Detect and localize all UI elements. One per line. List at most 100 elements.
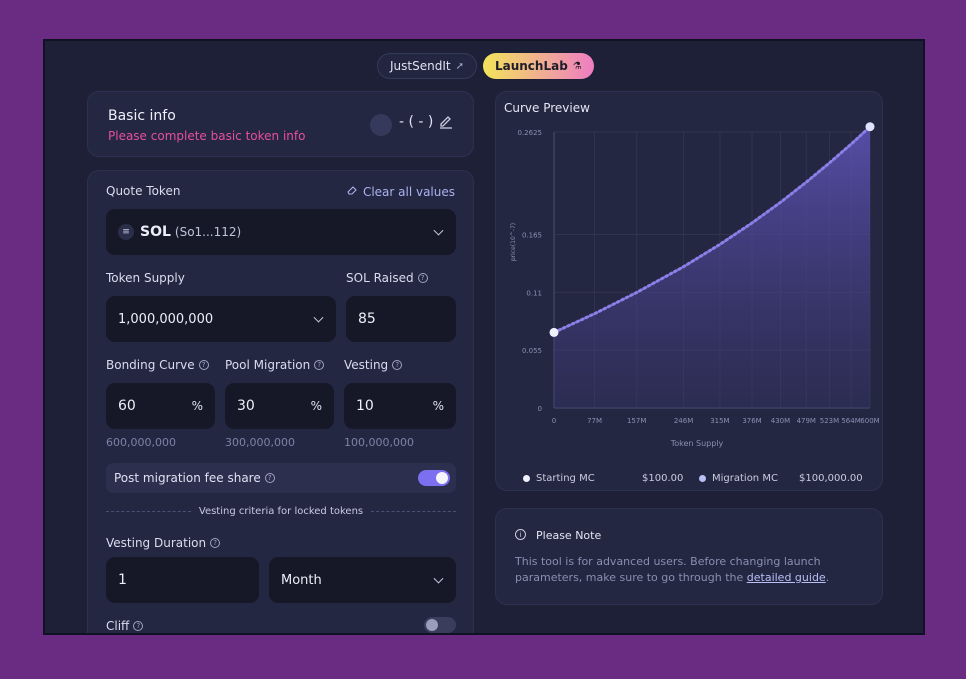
x-tick-label: 479M [797,417,816,425]
note-title: Please Note [536,529,602,542]
bonding-curve-input[interactable]: 60 % [106,383,215,429]
migration-mc-value: $100,000.00 [799,473,863,484]
fee-share-label: Post migration fee share [114,471,261,485]
token-symbol: - ( - ) [399,114,434,130]
x-tick-label: 523M [820,417,839,425]
fee-share-toggle[interactable] [418,470,450,486]
divider-line [106,511,191,512]
help-icon[interactable]: ? [210,538,221,548]
help-icon[interactable]: ? [314,360,325,370]
x-tick-label: 600M [860,417,879,425]
start-point [549,327,559,337]
help-icon[interactable]: ? [198,360,209,370]
y-tick-label: 0.2625 [518,129,543,137]
launch-mode-tabs: JustSendIt ➚ LaunchLab ⚗ [377,53,594,79]
x-axis-label: Token Supply [670,439,724,448]
quote-token-label: Quote Token [106,184,181,198]
vesting-value: 10 [356,398,374,414]
cliff-label: Cliff? [106,619,144,633]
app-frame: JustSendIt ➚ LaunchLab ⚗ Basic info Plea… [43,39,925,635]
bonding-curve-label: Bonding Curve? [106,358,209,372]
note-card: i Please Note This tool is for advanced … [495,508,883,605]
curve-line [552,125,872,334]
help-icon[interactable]: ? [264,473,275,483]
vesting-criteria-divider: Vesting criteria for locked tokens [106,506,457,517]
sol-raised-value: 85 [358,311,376,327]
basic-info-card[interactable]: Basic info Please complete basic token i… [87,91,474,157]
legend-migration-mc: Migration MC [699,473,778,484]
vesting-duration-unit-select[interactable]: Month [269,557,456,603]
legend-dot [523,475,530,482]
clear-all-label: Clear all values [362,184,455,199]
y-tick-label: 0 [538,405,542,413]
pool-migration-label: Pool Migration? [225,358,325,372]
percent-sign: % [310,399,322,413]
vesting-criteria-label: Vesting criteria for locked tokens [198,506,364,517]
tab-label: LaunchLab [494,59,568,73]
quote-token-value: SOL [140,224,171,240]
clear-all-button[interactable]: Clear all values [346,184,455,199]
curve-preview-title: Curve Preview [504,101,590,115]
x-tick-label: 0 [552,417,556,425]
token-supply-value: 1,000,000,000 [118,311,214,327]
solana-icon: ≡ [118,224,134,240]
rocket-icon: ➚ [455,60,464,72]
basic-info-title: Basic info [108,108,176,124]
basic-info-warning: Please complete basic token info [108,129,306,143]
pool-migration-value: 30 [237,398,255,414]
vesting-label: Vesting? [344,358,403,372]
eraser-icon [346,184,358,199]
flask-icon: ⚗ [572,60,582,72]
quote-token-select[interactable]: ≡ SOL (So1...112) [106,209,456,255]
bonding-curve-value: 60 [118,398,136,414]
edit-icon[interactable] [438,113,454,133]
quote-token-address: (So1...112) [174,225,242,239]
token-supply-label: Token Supply [106,271,185,285]
x-tick-label: 315M [710,417,729,425]
token-supply-select[interactable]: 1,000,000,000 [106,296,336,342]
sol-raised-label: SOL Raised? [346,271,428,285]
fee-share-row: Post migration fee share ? [106,463,456,493]
help-icon[interactable]: ? [133,621,144,631]
curve-preview-card: Curve Preview 0 77M 157M 246M 315M 376M 430M 47… [495,91,883,491]
help-icon[interactable]: ? [417,273,428,283]
percent-sign: % [191,399,203,413]
note-body: This tool is for advanced users. Before … [515,555,830,584]
vesting-amount: 100,000,000 [344,436,414,449]
detailed-guide-link[interactable]: detailed guide [746,571,826,584]
starting-mc-value: $100.00 [642,473,684,484]
percent-sign: % [432,399,444,413]
chevron-down-icon [433,225,444,236]
y-axis-label: price(10^-7) [510,223,517,261]
x-tick-label: 564M [841,417,860,425]
legend-dot [699,475,706,482]
vesting-input[interactable]: 10 % [344,383,456,429]
vesting-duration-unit: Month [281,572,322,588]
legend-starting-mc: Starting MC [523,473,595,484]
x-tick-label: 376M [742,417,761,425]
curve-area [554,126,870,408]
x-tick-label: 157M [627,417,646,425]
x-tick-label: 430M [771,417,790,425]
y-tick-label: 0.165 [522,232,542,240]
tab-label: JustSendIt [390,59,451,73]
sol-raised-input[interactable]: 85 [346,296,456,342]
migration-mc-label: Migration MC [712,473,778,484]
pool-migration-input[interactable]: 30 % [225,383,334,429]
divider-line [371,511,457,512]
tab-launchlab[interactable]: LaunchLab ⚗ [482,53,594,79]
y-tick-label: 0.055 [522,347,542,355]
toggle-knob [426,619,438,631]
vesting-duration-label: Vesting Duration? [106,536,221,550]
tab-justsendit[interactable]: JustSendIt ➚ [377,53,477,79]
x-tick-label: 77M [587,417,602,425]
end-point [865,122,875,132]
vesting-duration-input[interactable]: 1 [106,557,259,603]
x-tick-label: 246M [674,417,693,425]
info-icon: i [515,529,526,540]
help-icon[interactable]: ? [392,360,403,370]
pool-migration-amount: 300,000,000 [225,436,295,449]
cliff-toggle[interactable] [424,617,456,633]
chevron-down-icon [433,573,444,584]
chevron-down-icon [313,312,324,323]
